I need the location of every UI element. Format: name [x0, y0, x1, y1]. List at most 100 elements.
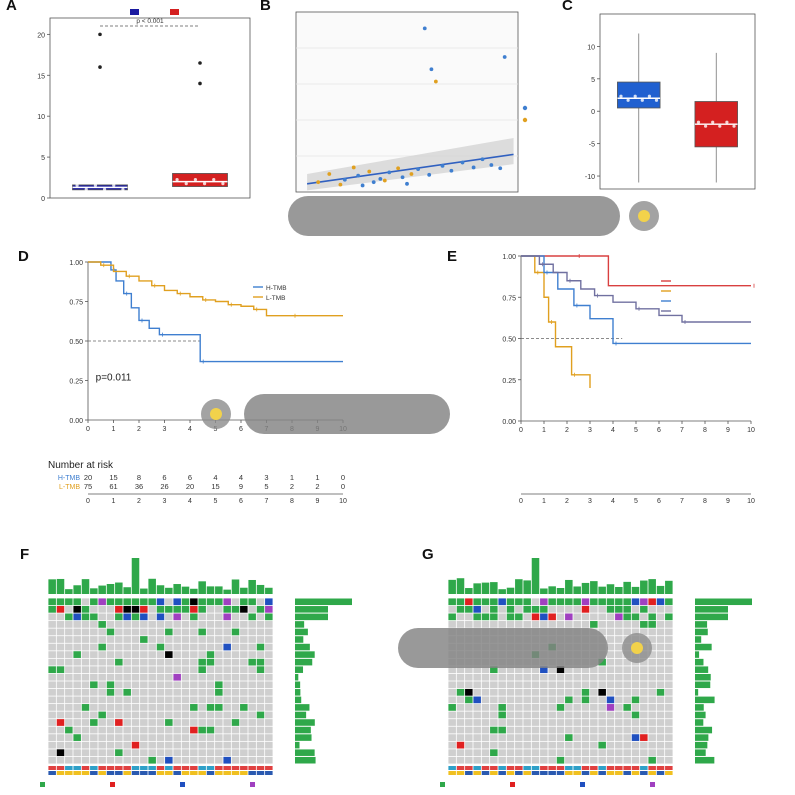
- mutation-cell: [48, 658, 56, 666]
- annotation-track-cell: [631, 771, 640, 775]
- mutation-cell: [215, 734, 223, 741]
- mutation-cell: [98, 673, 106, 681]
- annotation-track-cell: [165, 766, 173, 770]
- mutation-cell: [615, 726, 623, 734]
- risk-table-cell: 20: [84, 473, 92, 482]
- mutation-cell: [98, 741, 106, 749]
- annotation-track-cell: [656, 771, 665, 775]
- annotation-track-cell: [648, 766, 656, 770]
- annotation-track-cell: [90, 771, 98, 775]
- mutation-cell: [498, 704, 506, 711]
- mutation-cell: [140, 734, 148, 741]
- mutation-cell: [598, 696, 606, 704]
- annotation-track-cell: [665, 771, 673, 775]
- mutation-cell: [581, 673, 590, 681]
- mutation-cell: [81, 673, 90, 681]
- mutation-cell: [198, 621, 206, 628]
- mutation-cell: [190, 658, 198, 666]
- mutation-cell: [581, 756, 590, 764]
- mutation-cell: [581, 741, 590, 749]
- mutation-cell: [48, 711, 56, 719]
- mutation-cell: [590, 666, 598, 674]
- mutation-cell: [265, 704, 273, 711]
- watermark-dot-icon: [622, 633, 652, 663]
- mutation-cell: [106, 756, 115, 764]
- mutation-cell: [548, 726, 556, 734]
- box-outlier: [98, 32, 102, 37]
- mutation-cell: [581, 605, 590, 613]
- mutation-cell: [148, 666, 156, 674]
- mutation-cell: [648, 741, 656, 749]
- mutation-cell: [665, 605, 673, 613]
- tmb-bar: [640, 580, 648, 594]
- mutation-cell: [515, 696, 523, 704]
- mutation-cell: [231, 651, 240, 658]
- gene-freq-bar: [295, 651, 315, 658]
- mutation-cell: [81, 621, 90, 628]
- mutation-cell: [181, 598, 190, 606]
- mutation-cell: [648, 726, 656, 734]
- mutation-cell: [181, 688, 190, 696]
- annotation-track-cell: [123, 766, 131, 770]
- mutation-cell: [623, 598, 631, 606]
- mutation-cell: [631, 688, 640, 696]
- gene-freq-bar: [695, 719, 704, 726]
- annotation-track-cell: [448, 766, 456, 770]
- mutation-cell: [65, 726, 73, 734]
- x-tick-label: 6: [239, 426, 243, 433]
- mutation-cell: [548, 719, 556, 726]
- mutation-cell: [581, 621, 590, 628]
- mutation-cell: [123, 658, 131, 666]
- annotation-track-cell: [556, 766, 565, 770]
- mutation-cell: [240, 666, 248, 674]
- mutation-cell: [123, 688, 131, 696]
- annotation-track-cell: [181, 771, 190, 775]
- mutation-cell: [515, 621, 523, 628]
- mutation-cell: [265, 666, 273, 674]
- mutation-cell: [656, 749, 665, 757]
- x-tick-label: 2: [565, 427, 569, 434]
- mutation-cell: [65, 688, 73, 696]
- mutation-cell: [515, 673, 523, 681]
- mutation-cell: [506, 673, 515, 681]
- mutation-cell: [665, 658, 673, 666]
- mutation-cell: [115, 741, 123, 749]
- y-tick-label: 0: [41, 196, 45, 203]
- mutation-cell: [606, 681, 615, 689]
- annotation-track-cell: [173, 771, 181, 775]
- mutation-cell: [148, 598, 156, 606]
- annotation-track-cell: [256, 766, 265, 770]
- mutation-cell: [573, 749, 581, 757]
- risk-table-cell: 9: [239, 482, 243, 491]
- mutation-cell: [456, 711, 465, 719]
- mutation-cell: [90, 605, 98, 613]
- tmb-bar: [506, 587, 515, 594]
- mutation-cell: [656, 605, 665, 613]
- mutation-cell: [140, 741, 148, 749]
- gene-freq-bar: [295, 613, 328, 621]
- mutation-cell: [106, 605, 115, 613]
- tmb-bar: [215, 586, 223, 594]
- mutation-cell: [215, 621, 223, 628]
- mutation-cell: [223, 628, 231, 636]
- mutation-cell: [148, 719, 156, 726]
- mutation-cell: [498, 688, 506, 696]
- mutation-cell: [173, 711, 181, 719]
- mutation-cell: [590, 605, 598, 613]
- mutation-cell: [106, 741, 115, 749]
- mutation-cell: [140, 726, 148, 734]
- y-tick-label: -5: [589, 142, 595, 149]
- mutation-cell: [665, 734, 673, 741]
- gene-freq-bar: [695, 681, 711, 689]
- gene-freq-bar: [695, 756, 715, 764]
- mutation-cell: [65, 711, 73, 719]
- gene-freq-bar: [295, 696, 302, 704]
- mutation-cell: [131, 681, 140, 689]
- mutation-cell: [165, 628, 173, 636]
- mutation-cell: [640, 696, 648, 704]
- mutation-cell: [190, 598, 198, 606]
- mutation-cell: [565, 621, 573, 628]
- scatter-point: [440, 163, 445, 168]
- mutation-cell: [240, 658, 248, 666]
- gene-freq-bar: [295, 726, 311, 734]
